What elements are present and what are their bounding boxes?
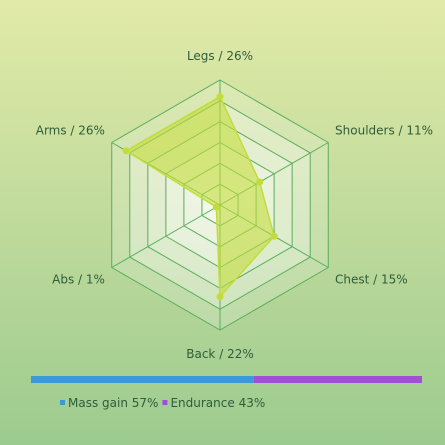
axis-label: Abs / 1% bbox=[52, 272, 105, 286]
separator: / bbox=[215, 49, 227, 63]
legend-swatch bbox=[162, 400, 168, 405]
radar-point bbox=[216, 293, 224, 301]
separator: / bbox=[395, 123, 407, 137]
category-name: Shoulders bbox=[335, 123, 395, 137]
value-label: 1% bbox=[86, 272, 105, 286]
separator: / bbox=[74, 272, 86, 286]
bar-segment bbox=[31, 376, 254, 383]
proportion-bar: Mass gain 57% Endurance 43% bbox=[31, 376, 422, 410]
separator: / bbox=[215, 347, 227, 361]
axis-label: Back / 22% bbox=[186, 347, 253, 361]
legend-name: Endurance bbox=[170, 396, 234, 410]
axis-label: Arms / 26% bbox=[36, 123, 105, 137]
separator: / bbox=[369, 272, 381, 286]
separator: / bbox=[67, 123, 79, 137]
value-label: 26% bbox=[226, 49, 253, 63]
legend-value: 43% bbox=[239, 396, 266, 410]
radar-plot: Legs / 26% Shoulders / 11% Chest / 15% Back… bbox=[36, 49, 433, 361]
legend-name: Mass gain bbox=[68, 396, 128, 410]
value-label: 11% bbox=[406, 123, 433, 137]
grid-spoke bbox=[111, 204, 221, 268]
radar-point bbox=[256, 178, 264, 186]
axis-label: Chest / 15% bbox=[335, 272, 408, 286]
radar-point bbox=[270, 232, 278, 240]
value-label: 15% bbox=[381, 272, 408, 286]
category-name: Chest bbox=[335, 272, 370, 286]
legend-value: 57% bbox=[132, 396, 159, 410]
radar-point bbox=[216, 93, 224, 101]
radar-point bbox=[122, 147, 130, 155]
category-name: Abs bbox=[52, 272, 74, 286]
axis-label: Legs / 26% bbox=[187, 49, 253, 63]
value-label: 26% bbox=[78, 123, 105, 137]
value-label: 22% bbox=[227, 347, 254, 361]
legend-entry: Endurance 43% bbox=[170, 396, 265, 410]
radar-point bbox=[212, 203, 220, 211]
legend-swatch bbox=[60, 400, 65, 405]
bar-segment bbox=[253, 376, 422, 383]
category-name: Back bbox=[186, 347, 215, 361]
category-name: Arms bbox=[36, 123, 67, 137]
category-name: Legs bbox=[187, 49, 215, 63]
axis-label: Shoulders / 11% bbox=[335, 123, 433, 137]
legend-entry: Mass gain 57% bbox=[68, 396, 158, 410]
